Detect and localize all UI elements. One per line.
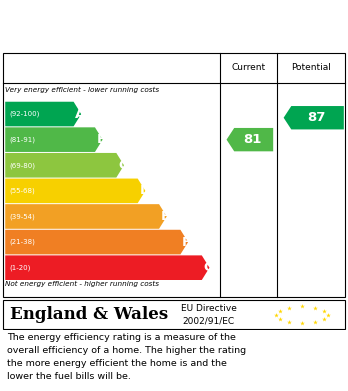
Text: Very energy efficient - lower running costs: Very energy efficient - lower running co…	[5, 87, 159, 93]
Text: (55-68): (55-68)	[9, 188, 35, 194]
Text: The energy efficiency rating is a measure of the
overall efficiency of a home. T: The energy efficiency rating is a measur…	[7, 334, 246, 381]
Polygon shape	[5, 204, 167, 229]
Text: 81: 81	[243, 133, 261, 146]
Text: (92-100): (92-100)	[9, 111, 40, 117]
Text: Potential: Potential	[291, 63, 331, 72]
Polygon shape	[5, 127, 103, 152]
Polygon shape	[5, 179, 145, 203]
Text: Not energy efficient - higher running costs: Not energy efficient - higher running co…	[5, 281, 159, 287]
Text: England & Wales: England & Wales	[10, 306, 168, 323]
Text: B: B	[97, 133, 107, 146]
Polygon shape	[227, 128, 273, 151]
Text: G: G	[204, 261, 214, 274]
Text: EU Directive
2002/91/EC: EU Directive 2002/91/EC	[181, 304, 237, 325]
Text: F: F	[182, 236, 191, 249]
Text: A: A	[75, 108, 86, 120]
Text: D: D	[140, 185, 151, 197]
Text: 87: 87	[307, 111, 325, 124]
Polygon shape	[5, 102, 81, 126]
Text: Energy Efficiency Rating: Energy Efficiency Rating	[10, 20, 232, 36]
Polygon shape	[5, 230, 188, 255]
Text: (1-20): (1-20)	[9, 264, 31, 271]
Text: (21-38): (21-38)	[9, 239, 35, 245]
Text: E: E	[161, 210, 170, 223]
Polygon shape	[284, 106, 344, 129]
Text: (39-54): (39-54)	[9, 213, 35, 220]
Polygon shape	[5, 255, 209, 280]
Text: C: C	[118, 159, 128, 172]
Text: (69-80): (69-80)	[9, 162, 35, 169]
Text: (81-91): (81-91)	[9, 136, 35, 143]
Polygon shape	[5, 153, 124, 178]
Text: Current: Current	[232, 63, 266, 72]
